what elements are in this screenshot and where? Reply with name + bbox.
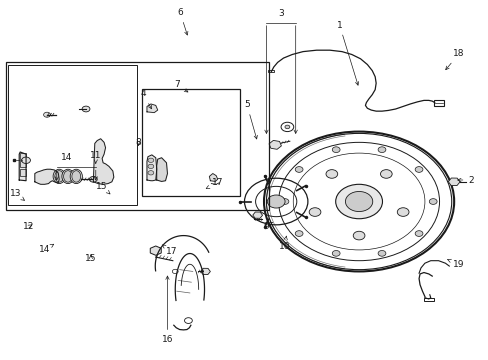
Bar [5,62,268,211]
Circle shape [148,164,154,168]
Ellipse shape [62,169,74,184]
Bar [423,298,433,301]
Text: 1: 1 [336,21,358,85]
Text: 15: 15 [96,182,110,194]
Text: 13: 13 [10,189,24,200]
Ellipse shape [53,169,65,184]
Circle shape [377,147,385,153]
Circle shape [308,208,320,216]
Circle shape [285,125,289,129]
Circle shape [377,251,385,256]
Text: 9: 9 [263,222,272,231]
Text: 2: 2 [457,176,473,185]
Ellipse shape [63,171,72,182]
Circle shape [396,208,408,216]
Bar [8,65,137,205]
Text: 16: 16 [162,276,173,344]
Polygon shape [35,169,59,184]
Circle shape [352,231,364,240]
Text: 17: 17 [162,245,177,256]
Text: 10: 10 [278,236,290,251]
Text: 11: 11 [90,151,102,163]
Text: 12: 12 [23,222,35,231]
Bar [20,169,26,176]
Circle shape [345,192,372,212]
Bar [20,153,26,159]
Polygon shape [147,104,158,113]
Bar [267,69,273,72]
Text: 3: 3 [278,9,284,18]
Circle shape [335,184,382,219]
Polygon shape [209,174,217,181]
Circle shape [21,157,30,163]
Ellipse shape [72,171,81,182]
Circle shape [414,231,422,237]
Circle shape [281,199,288,204]
Text: 17: 17 [206,178,223,189]
Bar [142,89,239,196]
Ellipse shape [70,169,82,184]
Text: 7: 7 [174,81,187,92]
Circle shape [332,147,339,153]
Polygon shape [19,152,26,181]
Circle shape [380,170,391,178]
Circle shape [295,231,303,237]
Circle shape [43,112,50,117]
Text: 18: 18 [445,49,464,70]
Text: 6: 6 [177,8,187,35]
Text: 5: 5 [244,100,257,139]
Polygon shape [93,139,114,184]
Text: 8: 8 [136,138,141,147]
Text: 15: 15 [85,254,97,263]
Circle shape [89,176,97,182]
Text: 14: 14 [61,153,72,162]
Circle shape [82,106,90,112]
Circle shape [332,251,339,256]
Bar [20,161,26,167]
Ellipse shape [55,171,63,182]
Circle shape [325,170,337,178]
Bar [433,100,444,106]
Circle shape [295,167,303,172]
Circle shape [428,199,436,204]
Text: 14: 14 [39,244,54,255]
Circle shape [148,171,154,175]
Circle shape [148,158,154,162]
Circle shape [267,195,285,208]
Text: 4: 4 [140,89,151,109]
Circle shape [414,167,422,172]
Polygon shape [147,155,157,181]
Polygon shape [157,158,167,181]
Text: 19: 19 [447,259,464,269]
